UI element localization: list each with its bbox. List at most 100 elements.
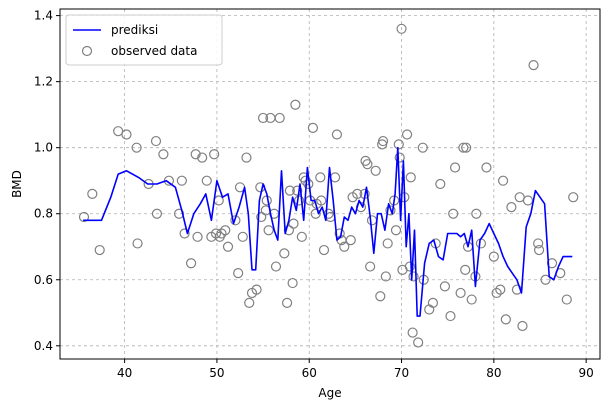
observed-data-point	[307, 122, 319, 133]
observed-data-point	[244, 297, 255, 308]
observed-data-point	[251, 284, 262, 295]
y-tick-label: 1.0	[34, 141, 53, 155]
observed-data-point	[78, 211, 90, 223]
observed-data-point	[495, 284, 506, 295]
y-tick-label: 0.4	[34, 339, 53, 353]
x-tick-label: 50	[209, 366, 224, 380]
observed-data-point	[237, 231, 248, 242]
observed-data-point	[380, 271, 391, 282]
observed-data-point	[448, 208, 459, 219]
observed-data-point	[413, 337, 424, 348]
tick-layer: 40 50 60 70 80 90 0.4 0.6 0.8 1.0 1.2 1.4	[34, 9, 594, 380]
observed-data-point	[506, 202, 517, 213]
observed-data-point	[401, 129, 413, 140]
observed-data-point	[190, 149, 201, 160]
observed-data-point	[316, 195, 327, 206]
observed-data-point	[315, 172, 326, 183]
observed-data-point	[352, 188, 363, 200]
observed-data-point	[263, 225, 274, 236]
observed-data-point	[345, 235, 356, 246]
observed-data-point	[445, 310, 456, 322]
observed-data-point	[257, 112, 269, 124]
plot-frame	[59, 8, 601, 360]
observed-data-point	[241, 152, 252, 163]
observed-data-point	[427, 297, 439, 308]
observed-data-point	[365, 261, 376, 272]
observed-data-point	[439, 281, 451, 292]
legend-label-prediksi: prediksi	[111, 23, 158, 37]
x-axis-title: Age	[318, 386, 341, 400]
observed-data-point	[151, 208, 163, 219]
observed-data-point	[158, 149, 169, 160]
observed-data-point	[87, 188, 98, 200]
observed-data-point	[279, 248, 290, 259]
observed-data-point	[390, 225, 402, 236]
observed-data-point	[396, 23, 407, 34]
observed-data-point	[540, 274, 551, 285]
observed-data-point	[417, 142, 428, 153]
observed-data-point	[265, 112, 276, 124]
observed-data-point	[176, 175, 187, 186]
observed-data-point	[458, 142, 469, 153]
observed-data-point	[201, 175, 212, 186]
y-axis-title: BMD	[10, 170, 24, 198]
observed-data-point	[435, 178, 446, 190]
observed-data-point	[318, 244, 330, 256]
observed-data-point	[216, 228, 227, 239]
observed-data-point	[466, 294, 477, 305]
observed-data-point	[533, 238, 544, 249]
observed-data-point	[461, 142, 472, 153]
observed-data-point	[132, 238, 143, 249]
y-tick-label: 0.6	[34, 273, 53, 287]
observed-data-point	[94, 244, 105, 256]
observed-data-point	[256, 211, 267, 223]
observed-data-point	[209, 149, 220, 160]
observed-data-point	[514, 192, 525, 203]
observed-data-point	[287, 277, 298, 289]
observed-data-point	[500, 314, 511, 325]
observed-data-point	[491, 287, 502, 299]
observed-data-point	[220, 225, 231, 236]
observed-data-point	[281, 297, 293, 308]
y-tick-label: 1.2	[34, 75, 53, 89]
observed-data-point	[270, 261, 282, 272]
observed-data-point	[404, 261, 415, 272]
observed-data-point	[375, 291, 386, 302]
legend-label-observed-data: observed data	[111, 44, 197, 58]
x-tick-label: 90	[579, 366, 594, 380]
observed-data-point	[471, 208, 482, 219]
observed-data-point	[394, 152, 405, 163]
observed-data-point	[222, 241, 234, 252]
x-tick-label: 40	[117, 366, 132, 380]
observed-data-point	[488, 251, 499, 262]
observed-data-point	[385, 205, 396, 216]
observed-data-point	[460, 264, 471, 275]
observed-data-point	[310, 208, 321, 219]
observed-data-point	[393, 139, 404, 150]
line-layer	[83, 146, 573, 317]
observed-data-point	[568, 192, 579, 203]
observed-data-point	[296, 231, 307, 242]
observed-data-point	[233, 268, 244, 279]
x-tick-label: 80	[486, 366, 501, 380]
y-tick-label: 1.4	[34, 9, 53, 23]
observed-data-point	[377, 139, 388, 150]
observed-data-point	[197, 152, 208, 163]
observed-data-point	[284, 185, 295, 196]
legend-marker-swatch	[81, 45, 93, 57]
observed-data-point	[528, 60, 539, 71]
observed-data-point	[121, 129, 132, 140]
observed-data-point	[210, 228, 222, 239]
observed-data-point	[150, 135, 162, 147]
observed-data-point	[517, 320, 528, 332]
observed-data-point	[533, 244, 545, 256]
observed-data-point	[497, 175, 509, 186]
x-tick-label: 70	[394, 366, 409, 380]
observed-data-point	[407, 327, 418, 338]
observed-data-point	[449, 162, 461, 173]
observed-data-point	[179, 228, 190, 239]
observed-data-point	[331, 129, 343, 140]
x-tick-label: 60	[302, 366, 317, 380]
observed-data-point	[290, 99, 301, 110]
